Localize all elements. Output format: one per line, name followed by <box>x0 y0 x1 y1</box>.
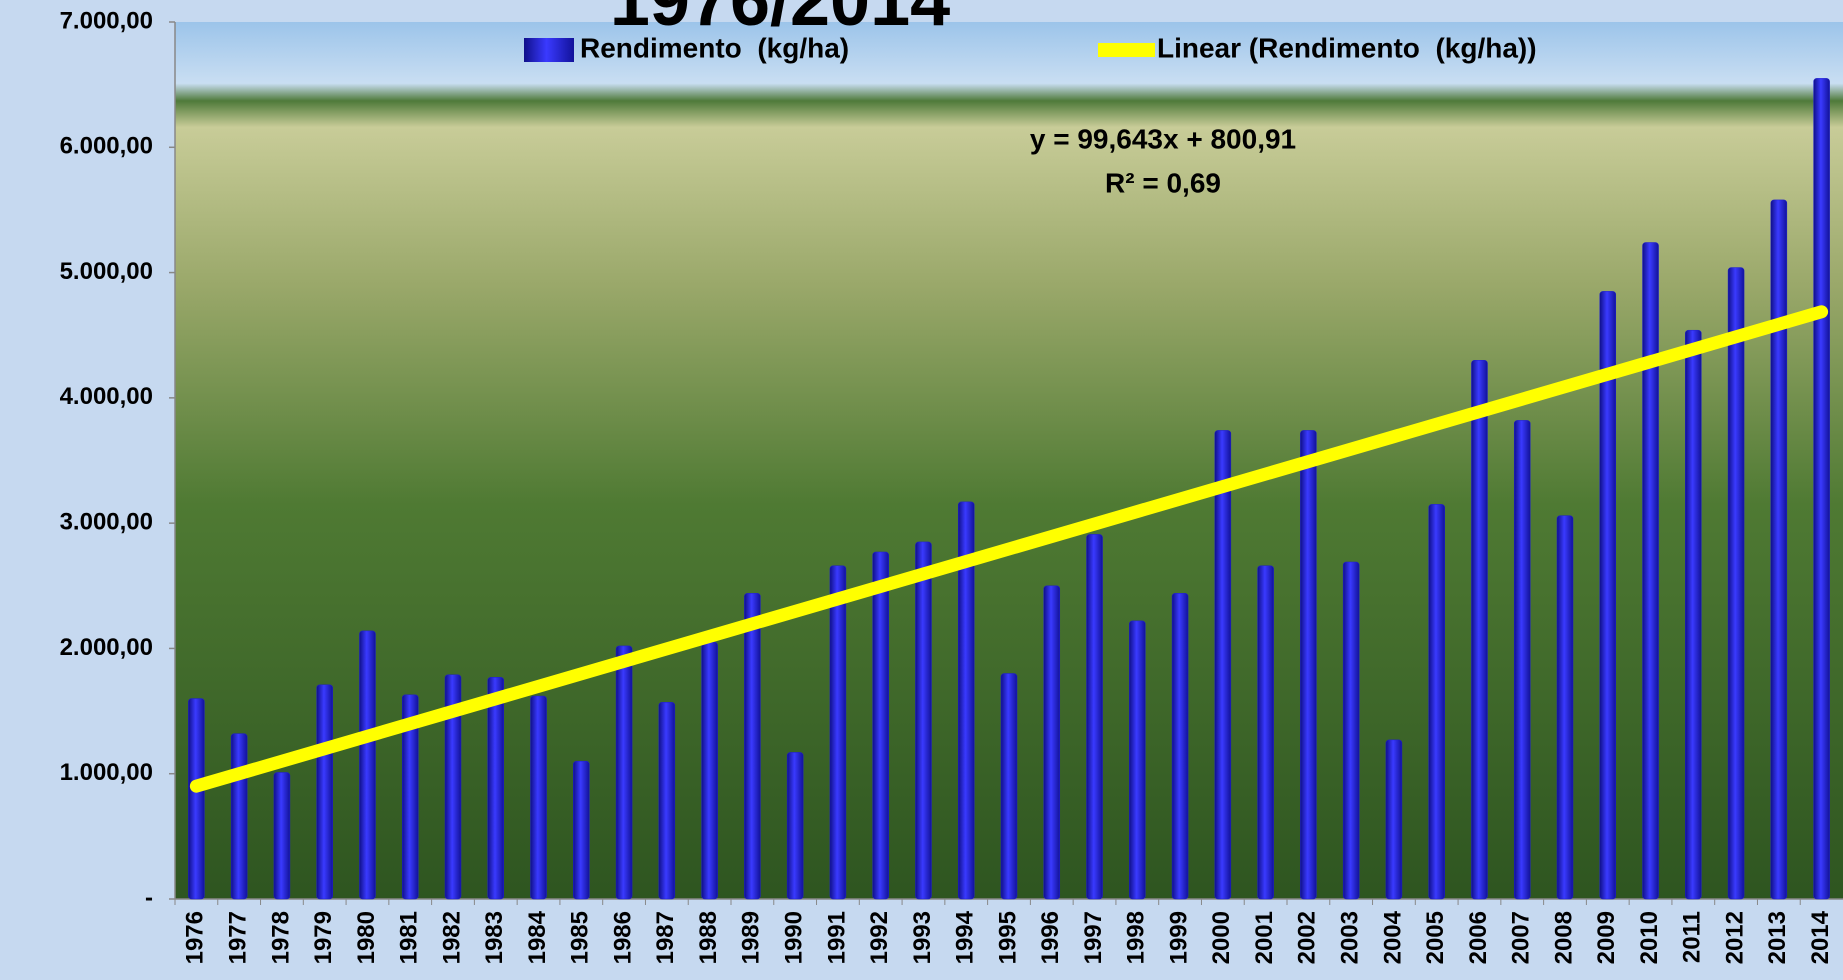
bar <box>873 552 889 899</box>
bar <box>1343 562 1359 899</box>
legend-swatch <box>524 38 574 62</box>
x-tick-label: 1977 <box>224 911 251 964</box>
bar <box>1172 593 1188 899</box>
y-tick-label: - <box>145 884 153 911</box>
y-tick-label: 2.000,00 <box>60 634 153 661</box>
x-tick-label: 1986 <box>609 911 636 964</box>
bar <box>359 631 375 899</box>
bar <box>787 752 803 899</box>
x-tick-label: 1983 <box>481 911 508 964</box>
legend-label: Rendimento (kg/ha) <box>580 32 849 63</box>
x-tick-label: 2013 <box>1764 911 1791 964</box>
x-tick-label: 1996 <box>1037 911 1064 964</box>
bar <box>1044 586 1060 899</box>
legend-label: Linear (Rendimento (kg/ha)) <box>1157 32 1537 63</box>
x-tick-label: 2000 <box>1208 911 1235 964</box>
bar <box>188 699 204 899</box>
bar <box>1771 200 1787 899</box>
bar <box>1386 740 1402 899</box>
bar <box>1557 516 1573 899</box>
bar <box>1685 330 1701 899</box>
trend-r2: R² = 0,69 <box>1105 167 1221 198</box>
bar <box>1087 534 1103 899</box>
y-tick-label: 4.000,00 <box>60 383 153 410</box>
bar <box>1300 430 1316 899</box>
x-tick-label: 1980 <box>353 911 380 964</box>
x-tick-label: 2007 <box>1508 911 1535 964</box>
x-tick-label: 2011 <box>1679 911 1706 963</box>
x-tick-label: 1985 <box>567 911 594 964</box>
x-tick-label: 1978 <box>267 911 294 964</box>
bar <box>1215 430 1231 899</box>
x-tick-label: 1988 <box>695 911 722 964</box>
x-tick-label: 1989 <box>738 911 765 964</box>
bar <box>274 772 290 899</box>
bar <box>830 566 846 899</box>
x-tick-label: 1999 <box>1165 911 1192 964</box>
bar <box>231 734 247 899</box>
x-tick-label: 1995 <box>994 911 1021 964</box>
y-tick-label: 6.000,00 <box>60 133 153 160</box>
x-tick-label: 2014 <box>1807 910 1834 964</box>
bar <box>1471 360 1487 899</box>
y-tick-label: 5.000,00 <box>60 258 153 285</box>
x-tick-label: 1997 <box>1080 911 1107 964</box>
bar <box>702 642 718 899</box>
y-tick-label: 7.000,00 <box>60 7 153 34</box>
y-tick-label: 3.000,00 <box>60 508 153 535</box>
x-tick-label: 1982 <box>438 911 465 964</box>
bar <box>1814 78 1830 899</box>
bar <box>1001 673 1017 899</box>
bar <box>488 677 504 899</box>
bar <box>915 542 931 899</box>
x-tick-label: 1984 <box>524 910 551 964</box>
bar <box>1514 420 1530 899</box>
y-tick-label: 1.000,00 <box>60 759 153 786</box>
trend-equation: y = 99,643x + 800,91 <box>1030 123 1296 154</box>
x-tick-label: 2005 <box>1422 911 1449 964</box>
bar <box>1258 566 1274 899</box>
x-tick-label: 1976 <box>182 911 209 964</box>
bar <box>573 761 589 899</box>
bar <box>531 696 547 899</box>
bar <box>1429 504 1445 899</box>
x-tick-label: 1991 <box>823 911 850 964</box>
x-tick-label: 1998 <box>1123 911 1150 964</box>
x-tick-label: 2010 <box>1636 911 1663 964</box>
bar <box>616 646 632 899</box>
bar <box>1129 621 1145 899</box>
bar <box>1728 268 1744 899</box>
x-tick-label: 2009 <box>1593 911 1620 964</box>
x-tick-label: 1994 <box>952 910 979 964</box>
x-tick-label: 2002 <box>1294 911 1321 964</box>
bar <box>317 685 333 899</box>
x-tick-label: 2006 <box>1465 911 1492 964</box>
x-tick-label: 1990 <box>780 911 807 964</box>
x-tick-label: 1993 <box>909 911 936 964</box>
x-tick-label: 1992 <box>866 911 893 964</box>
x-tick-label: 2004 <box>1379 910 1406 964</box>
chart: 1976/2014 Rendimento (kg/ha) Linear (Ren… <box>0 0 1843 980</box>
bar <box>659 702 675 899</box>
x-tick-label: 1981 <box>396 911 423 964</box>
x-tick-label: 1979 <box>310 911 337 964</box>
x-tick-label: 2003 <box>1336 911 1363 964</box>
x-tick-label: 2008 <box>1550 911 1577 964</box>
x-tick-label: 2012 <box>1721 911 1748 964</box>
x-tick-label: 2001 <box>1251 911 1278 964</box>
bar <box>744 593 760 899</box>
bar <box>1643 243 1659 899</box>
x-tick-label: 1987 <box>652 911 679 964</box>
